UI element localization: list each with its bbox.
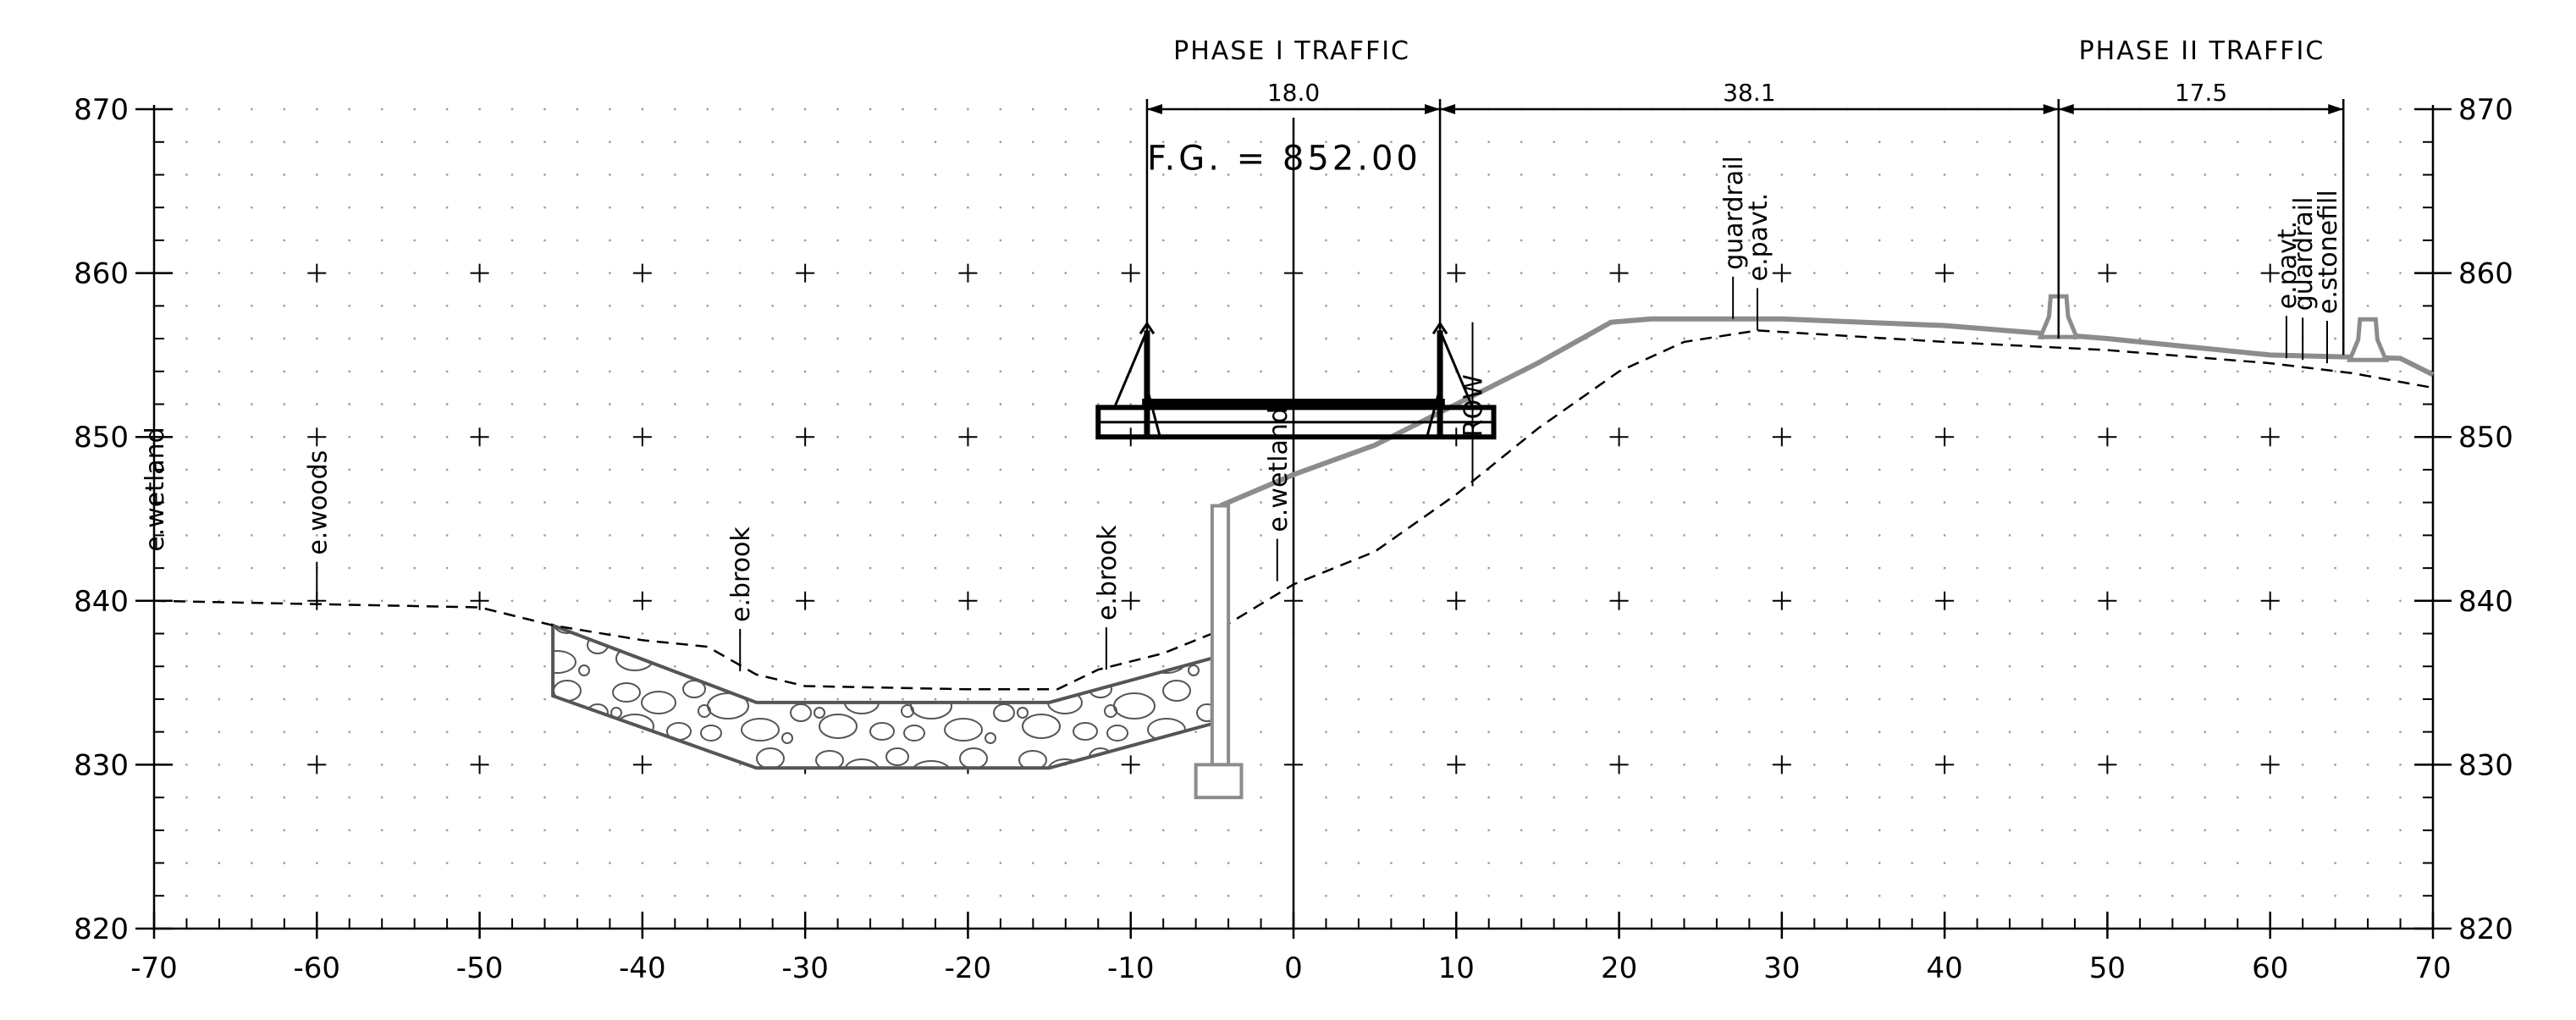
- x-tick-label: -20: [945, 951, 992, 985]
- annotation-label: e.stonefill: [2314, 190, 2343, 314]
- x-tick-label: 20: [1601, 951, 1637, 985]
- phase-dimensions: F.G. = 852.00 PHASE I TRAFFIC PHASE II TRA…: [1145, 36, 2345, 487]
- x-tick-label: 70: [2414, 951, 2451, 985]
- y-tick-label-right: 870: [2458, 93, 2513, 127]
- grid: [152, 108, 2435, 930]
- wall-footing: [1194, 763, 1244, 800]
- dimension-arrow: [1146, 104, 1162, 114]
- y-tick-label-left: 820: [74, 912, 129, 946]
- dimension-label: 38.1: [1723, 79, 1775, 107]
- y-tick-label-right: 840: [2458, 585, 2513, 619]
- annotation-label: e.woods: [303, 450, 333, 555]
- y-tick-label-left: 860: [74, 257, 129, 291]
- finished-grade-label: F.G. = 852.00: [1147, 140, 1421, 179]
- concrete-barrier: [2347, 317, 2390, 362]
- x-tick-label: -40: [619, 951, 666, 985]
- x-tick-label: 50: [2089, 951, 2126, 985]
- proposed-grade-line: [1219, 316, 2435, 509]
- barrier-brace: [1438, 329, 1474, 408]
- annotation-label: e.wetland: [1264, 407, 1294, 532]
- barrier-brace: [1145, 387, 1161, 438]
- dimension-arrow: [1425, 104, 1441, 114]
- dimension-label: 18.0: [1267, 79, 1320, 107]
- y-tick-label-left: 870: [74, 93, 129, 127]
- annotation-label: e.brook: [1093, 525, 1123, 620]
- annotation-label: e.pavt.: [1744, 193, 1773, 281]
- x-tick-label: 60: [2252, 951, 2288, 985]
- y-tick-label-right: 860: [2458, 257, 2513, 291]
- barrier-brace: [1113, 329, 1149, 408]
- y-tick-label-right: 820: [2458, 912, 2513, 946]
- x-tick-label: -50: [456, 951, 504, 985]
- annotation-label: e.wetland: [141, 427, 170, 552]
- x-tick-label: 10: [1438, 951, 1475, 985]
- annotation-label: e.brook: [726, 527, 756, 622]
- dimension-arrow: [1440, 104, 1456, 114]
- dimension-arrow: [2043, 104, 2059, 114]
- dimension-arrow: [2328, 104, 2344, 114]
- x-tick-label: 30: [1763, 951, 1800, 985]
- annotation-label: guardrail: [2289, 197, 2319, 312]
- x-tick-label: -60: [294, 951, 341, 985]
- sheet-pile-wall: [1210, 504, 1231, 767]
- x-tick-label: 0: [1284, 951, 1303, 985]
- riprap-channel: [551, 622, 1214, 770]
- dimension-label: 17.5: [2175, 79, 2227, 107]
- x-tick-label: -10: [1107, 951, 1155, 985]
- riprap-stone-fill: [551, 622, 1214, 770]
- dimension-arrow: [2058, 104, 2074, 114]
- barrier-brace: [1426, 387, 1442, 438]
- annotation-label: e.pavt.: [2273, 221, 2303, 309]
- y-tick-label-left: 850: [74, 421, 129, 455]
- annotation-label: ROW: [1459, 374, 1489, 437]
- axes: 820 820 830 830 840 840 850 850 860 860 870 870 -70 -…: [74, 93, 2513, 985]
- annotation-label: guardrail: [1719, 156, 1749, 270]
- y-tick-label-right: 830: [2458, 748, 2513, 782]
- y-tick-label-left: 830: [74, 748, 129, 782]
- grid-crosses: [307, 263, 2280, 775]
- phase-1-label: PHASE I TRAFFIC: [1173, 36, 1410, 66]
- annotation-labels: e.wetland e.woods e.brook e.brook e.wetland R…: [141, 156, 2343, 672]
- x-tick-label: 40: [1927, 951, 1963, 985]
- bridge-structure: [1095, 294, 2390, 800]
- y-tick-label-right: 850: [2458, 421, 2513, 455]
- x-tick-label: -30: [781, 951, 829, 985]
- y-tick-label-left: 840: [74, 585, 129, 619]
- x-tick-label: -70: [130, 951, 178, 985]
- phase-2-label: PHASE II TRAFFIC: [2079, 36, 2325, 66]
